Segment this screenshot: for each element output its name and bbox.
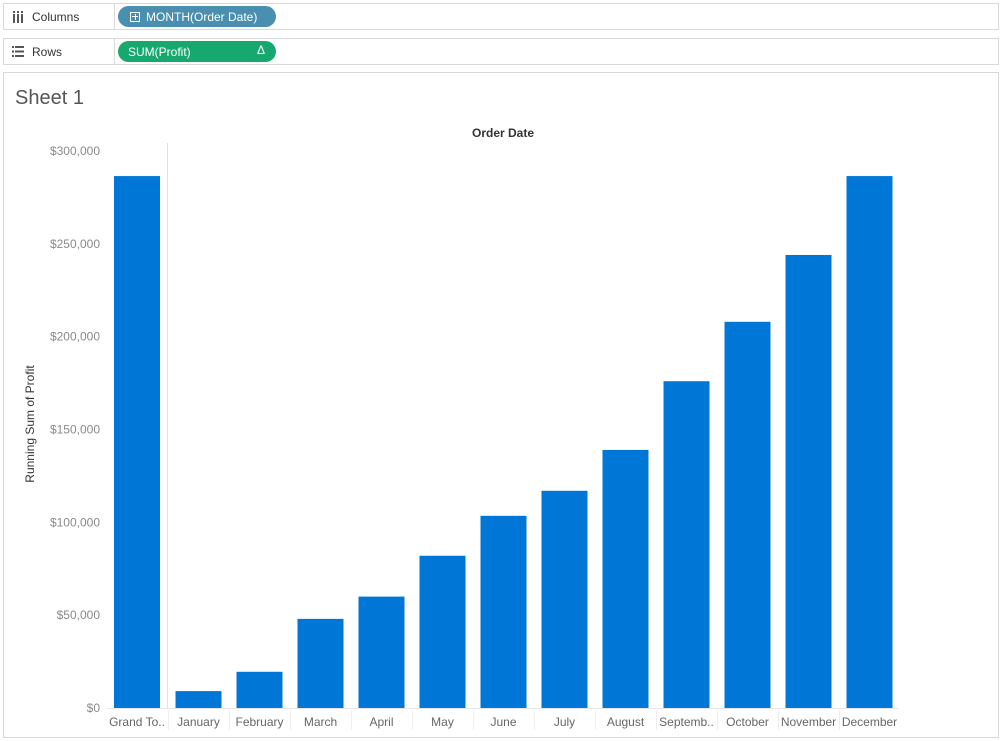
sheet-title: Sheet 1: [15, 87, 84, 109]
columns-shelf[interactable]: Columns MONTH(Order Date): [3, 3, 999, 30]
bar: [602, 449, 649, 708]
bar: [480, 515, 527, 708]
rows-icon: [11, 45, 25, 59]
y-tick-label: $200,000: [50, 330, 100, 344]
rows-shelf[interactable]: Rows SUM(Profit) Δ: [3, 38, 999, 65]
x-tick-label: July: [554, 715, 575, 729]
y-tick-label: $250,000: [50, 237, 100, 251]
columns-label-text: Columns: [32, 9, 80, 24]
bar: [846, 176, 893, 708]
column-header-title: Order Date: [472, 126, 534, 140]
y-axis-title: Running Sum of Profit: [23, 365, 37, 483]
sum-profit-pill[interactable]: SUM(Profit) Δ: [118, 41, 276, 62]
y-tick-label: $150,000: [50, 423, 100, 437]
bar: [297, 618, 344, 708]
bar: [175, 691, 222, 708]
x-tick-label: October: [726, 715, 769, 729]
y-tick-label: $100,000: [50, 515, 100, 529]
bar: [724, 321, 771, 708]
x-tick-label: Septemb..: [659, 715, 714, 729]
bar: [541, 490, 588, 708]
bar: [663, 381, 710, 708]
sheet-view: Sheet 1 Order Date Running Sum of Profit $…: [3, 72, 999, 738]
y-tick-label: $0: [87, 701, 101, 715]
table-calc-delta-icon: Δ: [256, 43, 265, 57]
x-tick-label: August: [607, 715, 645, 729]
x-tick-label: June: [490, 715, 516, 729]
sum-profit-pill-text: SUM(Profit): [128, 44, 191, 59]
bar: [358, 596, 405, 708]
x-tick-label: December: [842, 715, 897, 729]
bar: [419, 555, 466, 708]
month-order-date-pill-text: MONTH(Order Date): [146, 9, 258, 24]
month-order-date-pill[interactable]: MONTH(Order Date): [118, 6, 276, 27]
x-tick-label: February: [235, 715, 283, 729]
y-tick-label: $50,000: [57, 608, 101, 622]
columns-shelf-label: Columns: [4, 4, 115, 29]
x-tick-label: March: [304, 715, 337, 729]
rows-label-text: Rows: [32, 44, 63, 59]
x-tick-label-grand-total: Grand To..: [109, 715, 165, 729]
columns-icon: [11, 10, 25, 24]
bar: [785, 254, 832, 708]
x-tick-label: May: [431, 715, 454, 729]
bar-grand-total: [114, 176, 160, 708]
rows-shelf-label: Rows: [4, 39, 115, 64]
bar-chart: Order Date Running Sum of Profit $0 $50,000…: [23, 126, 898, 730]
expand-plus-icon[interactable]: [130, 11, 140, 22]
x-tick-label: November: [781, 715, 836, 729]
bar: [236, 671, 283, 708]
y-tick-label: $300,000: [50, 144, 100, 158]
x-tick-label: January: [177, 715, 220, 729]
x-tick-label: April: [369, 715, 393, 729]
